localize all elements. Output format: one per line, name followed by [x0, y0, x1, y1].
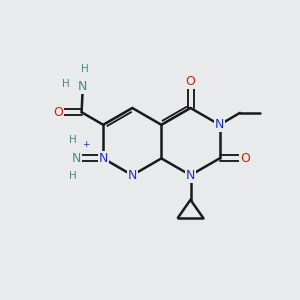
Text: H: H — [81, 64, 89, 74]
Text: H: H — [69, 171, 77, 182]
Text: O: O — [53, 106, 63, 119]
Text: N: N — [78, 80, 88, 93]
Text: N: N — [72, 152, 82, 165]
Text: N: N — [186, 169, 195, 182]
Text: N: N — [128, 169, 137, 182]
Text: N: N — [98, 152, 108, 165]
Text: O: O — [240, 152, 250, 165]
Text: O: O — [186, 75, 195, 88]
Text: H: H — [69, 135, 77, 146]
Text: N: N — [215, 118, 224, 131]
Text: +: + — [82, 140, 90, 149]
Text: H: H — [62, 79, 70, 89]
